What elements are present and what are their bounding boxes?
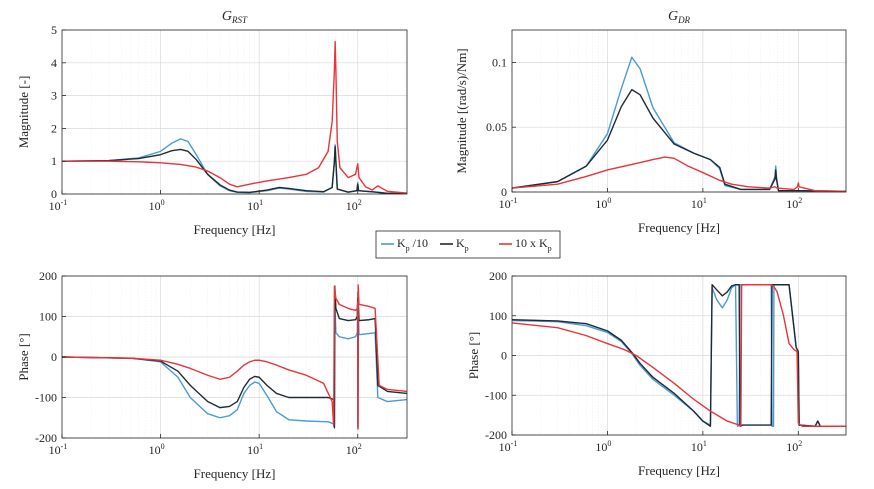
- plot-title: GRST: [222, 9, 248, 25]
- x-tick-label: 101: [691, 196, 707, 211]
- plot-title: GDR: [668, 9, 691, 25]
- series-line-1: [62, 145, 407, 194]
- series-line-2: [512, 284, 846, 427]
- grid: [62, 29, 407, 195]
- x-tick-label: 101: [691, 439, 707, 454]
- y-tick-label: 100: [39, 310, 57, 324]
- x-tick-label: 101: [247, 442, 263, 457]
- y-tick-label: 0.05: [486, 120, 507, 134]
- y-tick-label: 0.1: [492, 55, 507, 69]
- y-tick-label: 2: [51, 121, 57, 135]
- y-tick-label: 0: [501, 185, 507, 199]
- y-tick-label: -100: [35, 391, 57, 405]
- y-axis-label: Phase [°]: [466, 332, 481, 379]
- x-tick-label: 100: [595, 196, 611, 211]
- x-axis-label: Frequency [Hz]: [194, 466, 276, 481]
- series-line-1: [512, 284, 846, 427]
- svg-text:Kp /10: Kp /10: [397, 236, 428, 253]
- grid: [512, 30, 846, 193]
- x-tick-label: 102: [346, 442, 362, 457]
- series-line-2: [62, 284, 407, 430]
- series-line-2: [62, 40, 407, 194]
- y-tick-label: 200: [489, 269, 507, 283]
- series-line-2: [512, 156, 846, 192]
- y-axis-label: Magnitude [(rad/s)/Nm]: [454, 48, 469, 173]
- y-tick-label: -100: [485, 388, 507, 402]
- y-tick-label: 0: [501, 349, 507, 363]
- plot-frame: [61, 29, 408, 195]
- y-tick-label: 0: [51, 350, 57, 364]
- grid: [512, 275, 846, 436]
- x-tick-label: 102: [346, 198, 362, 213]
- x-tick-label: 102: [786, 196, 802, 211]
- x-tick-label: 100: [595, 439, 611, 454]
- svg-text:10 x Kp: 10 x Kp: [515, 236, 552, 253]
- y-tick-label: 4: [51, 56, 57, 70]
- x-axis-label: Frequency [Hz]: [638, 220, 720, 235]
- y-tick-label: 200: [39, 269, 57, 283]
- x-axis-label: Frequency [Hz]: [638, 463, 720, 478]
- x-tick-label: 102: [786, 439, 802, 454]
- series-line-0: [62, 291, 407, 427]
- x-tick-label: 100: [149, 442, 165, 457]
- series-line-0: [512, 56, 846, 192]
- plot-frame: [511, 29, 847, 193]
- y-tick-label: 1: [51, 154, 57, 168]
- y-tick-label: -200: [485, 428, 507, 442]
- x-tick-label: 100: [149, 198, 165, 213]
- y-tick-label: -200: [35, 431, 57, 445]
- series-line-1: [512, 88, 846, 192]
- y-tick-label: 100: [489, 309, 507, 323]
- grid: [62, 275, 407, 439]
- y-tick-label: 5: [51, 23, 57, 37]
- y-tick-label: 3: [51, 89, 57, 103]
- y-tick-label: 0: [51, 187, 57, 201]
- legend: Kp /10 Kp 10 x Kp: [375, 230, 561, 259]
- legend-entry-2: 10 x Kp: [499, 236, 552, 253]
- legend-entry-0: Kp /10: [381, 236, 428, 253]
- y-axis-label: Phase [°]: [16, 333, 31, 380]
- x-axis-label: Frequency [Hz]: [194, 222, 276, 237]
- y-axis-label: Magnitude [-]: [16, 76, 31, 149]
- x-tick-label: 101: [247, 198, 263, 213]
